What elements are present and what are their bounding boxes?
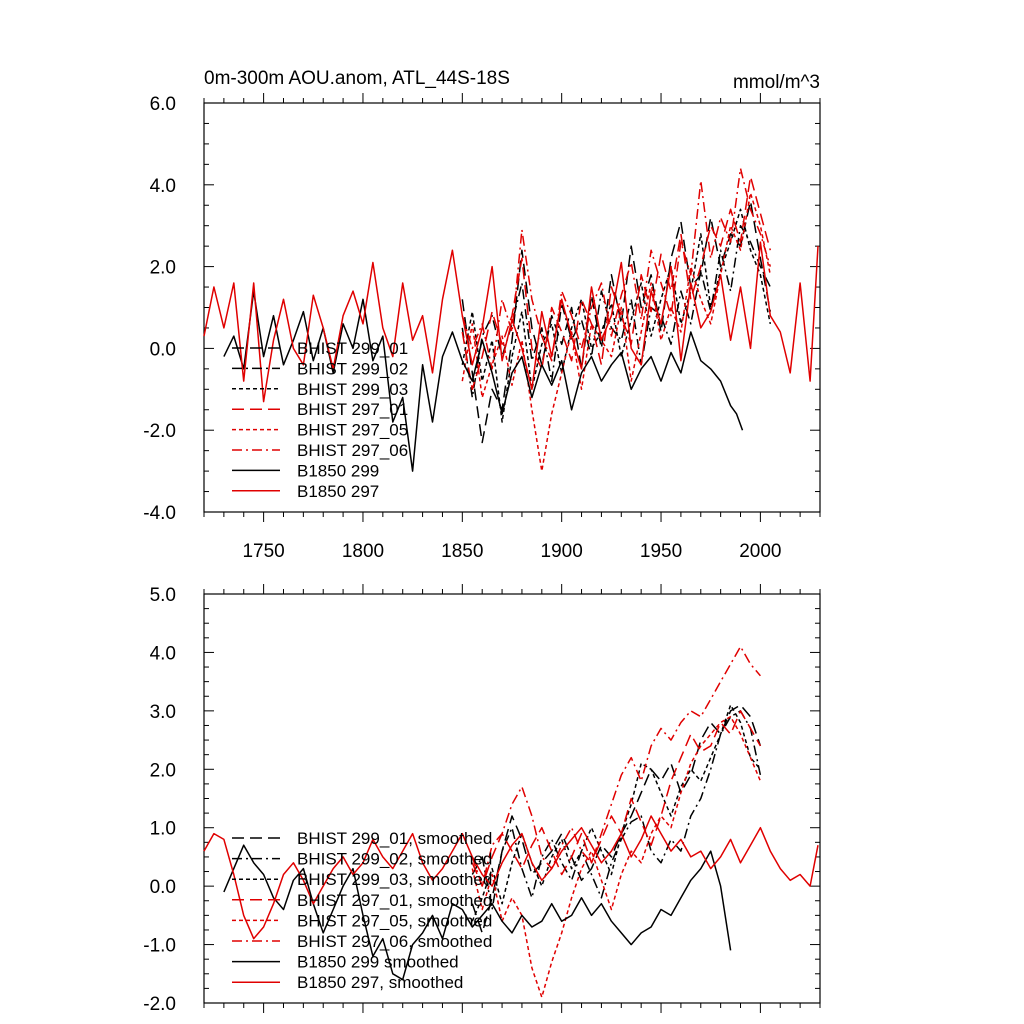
- legend-label: BHIST 297_01: [297, 400, 408, 419]
- series-line: [461, 175, 772, 391]
- x-tick-label: 1850: [441, 541, 483, 562]
- series-line: [471, 645, 761, 887]
- y-tick-label: -2.0: [143, 421, 176, 442]
- series-line: [203, 815, 819, 940]
- legend-label: BHIST 299_02: [297, 359, 408, 378]
- y-tick-label: -2.0: [143, 994, 176, 1015]
- x-tick-label: 1900: [541, 541, 583, 562]
- legend-label: B1850 297, smoothed: [297, 973, 463, 992]
- bottom-panel-legend: BHIST 299_01, smoothed BHIST 299_02, smoo…: [232, 829, 492, 992]
- series-line: [471, 704, 762, 934]
- legend-label: B1850 299: [297, 461, 379, 480]
- y-tick-label: 2.0: [150, 760, 176, 781]
- top-panel-ticks: 1750 1800 1850 1900 1950 2000 -4.0 -2.0 0.0 2.0 4.…: [143, 93, 821, 562]
- x-tick-label: 1950: [640, 541, 682, 562]
- legend-label: BHIST 297_06, smoothed: [297, 932, 492, 951]
- top-panel-title: 0m-300m AOU.anom, ATL_44S-18S: [204, 68, 510, 89]
- y-tick-label: 5.0: [150, 585, 176, 606]
- x-tick-label: 2000: [739, 541, 781, 562]
- series-line: [203, 241, 819, 403]
- legend-label: BHIST 299_01: [297, 339, 408, 358]
- y-tick-label: -1.0: [143, 936, 176, 957]
- legend-label: BHIST 297_05, smoothed: [297, 911, 492, 930]
- x-tick-label: 1750: [242, 541, 284, 562]
- series-line: [223, 290, 744, 472]
- bottom-panel: -2.0 -1.0 0.0 1.0 2.0 3.0 4.0 5.0 BHIST 299_01,…: [143, 584, 821, 1015]
- y-tick-label: 0.0: [150, 339, 176, 360]
- y-tick-label: 3.0: [150, 702, 176, 723]
- series-line: [223, 844, 732, 981]
- top-panel-series: [203, 167, 819, 472]
- legend-label: BHIST 297_01, smoothed: [297, 891, 492, 910]
- legend-label: BHIST 299_01, smoothed: [297, 829, 492, 848]
- legend-label: BHIST 299_02, smoothed: [297, 850, 492, 869]
- legend-label: BHIST 297_06: [297, 441, 408, 460]
- legend-label: B1850 299 smoothed: [297, 953, 459, 972]
- series-line: [461, 208, 772, 423]
- series-line: [471, 715, 762, 998]
- y-tick-label: 4.0: [150, 176, 176, 197]
- bottom-panel-series: [203, 645, 819, 998]
- legend-label: BHIST 297_05: [297, 421, 408, 440]
- y-tick-label: 6.0: [150, 94, 176, 115]
- y-tick-label: 2.0: [150, 258, 176, 279]
- x-tick-label: 1800: [342, 541, 384, 562]
- series-line: [461, 167, 772, 370]
- y-tick-label: 1.0: [150, 819, 176, 840]
- series-line: [461, 224, 771, 399]
- top-panel-units: mmol/m^3: [733, 72, 820, 93]
- top-panel: 0m-300m AOU.anom, ATL_44S-18S mmol/m^3 1…: [143, 68, 821, 562]
- y-tick-label: -4.0: [143, 503, 176, 524]
- bottom-panel-ticks: -2.0 -1.0 0.0 1.0 2.0 3.0 4.0 5.0: [143, 584, 821, 1015]
- series-line: [471, 704, 761, 922]
- legend-label: BHIST 299_03, smoothed: [297, 870, 492, 889]
- series-line: [471, 710, 762, 887]
- legend-label: BHIST 299_03: [297, 380, 408, 399]
- y-tick-label: 4.0: [150, 643, 176, 664]
- legend-label: B1850 297: [297, 482, 379, 501]
- y-tick-label: 0.0: [150, 877, 176, 898]
